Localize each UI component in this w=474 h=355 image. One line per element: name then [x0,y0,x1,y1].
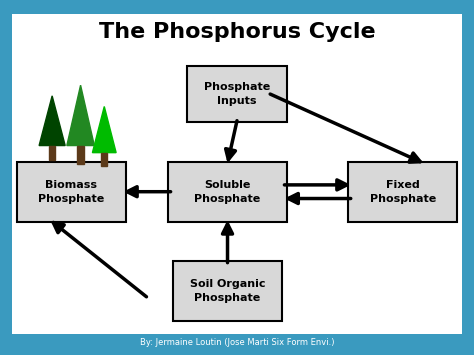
FancyBboxPatch shape [348,162,457,222]
Polygon shape [77,146,84,164]
Polygon shape [67,85,94,146]
Text: Fixed
Phosphate: Fixed Phosphate [370,180,436,204]
Text: Phosphate
Inputs: Phosphate Inputs [204,82,270,106]
Polygon shape [101,153,107,166]
Polygon shape [39,96,65,146]
Text: By: Jermaine Loutin (Jose Marti Six Form Envi.): By: Jermaine Loutin (Jose Marti Six Form… [140,338,334,347]
Text: The Phosphorus Cycle: The Phosphorus Cycle [99,22,375,42]
Text: Soil Organic
Phosphate: Soil Organic Phosphate [190,279,265,303]
FancyBboxPatch shape [17,162,126,222]
FancyBboxPatch shape [187,66,287,122]
Polygon shape [49,146,55,160]
FancyBboxPatch shape [12,14,462,334]
FancyBboxPatch shape [173,261,282,321]
Polygon shape [92,106,116,153]
Text: Soluble
Phosphate: Soluble Phosphate [194,180,261,204]
FancyBboxPatch shape [168,162,287,222]
Text: Biomass
Phosphate: Biomass Phosphate [38,180,104,204]
